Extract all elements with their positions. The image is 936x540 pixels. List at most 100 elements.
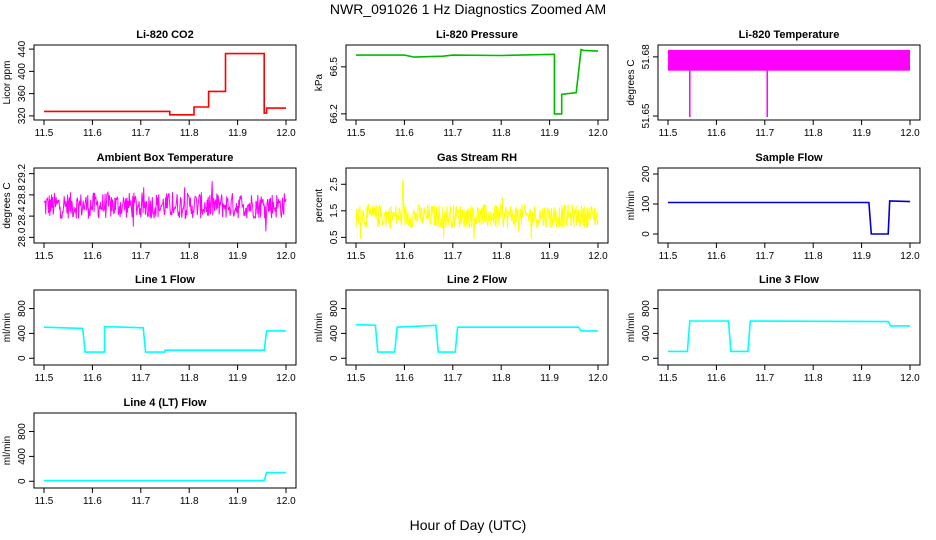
x-axis-label: Hour of Day (UTC) (409, 517, 527, 533)
plot-frame (345, 44, 609, 121)
plot-frame (657, 167, 921, 244)
y-tick-label: 2.5 (329, 177, 340, 191)
x-tick-label: 12.0 (900, 128, 920, 139)
x-tick-label: 11.9 (852, 373, 871, 384)
y-axis-label: ml/min (626, 191, 637, 220)
y-tick-label: 0 (17, 478, 28, 484)
y-axis-label: ml/min (626, 313, 637, 342)
y-tick-label: 28.0 (17, 227, 28, 247)
x-tick-label: 11.7 (131, 496, 150, 507)
x-tick-label: 11.8 (180, 128, 199, 139)
plot-frame (33, 412, 297, 489)
x-tick-label: 12.0 (900, 373, 920, 384)
series-line (355, 323, 598, 353)
y-tick-label: 0 (641, 231, 652, 237)
panel-title: Li-820 CO2 (136, 29, 193, 41)
plot-frame (33, 44, 297, 121)
y-tick-label: 29.2 (17, 163, 28, 183)
x-tick-label: 11.6 (83, 496, 102, 507)
series-line (44, 52, 286, 116)
x-tick-label: 12.0 (276, 496, 296, 507)
y-tick-label: 400 (17, 63, 28, 80)
y-tick-label: 800 (641, 300, 652, 317)
y-tick-label: 440 (17, 40, 28, 57)
x-tick-label: 11.8 (492, 251, 511, 262)
y-tick-label: 1.5 (329, 203, 340, 217)
x-tick-label: 11.6 (83, 251, 102, 262)
x-tick-label: 11.5 (35, 128, 54, 139)
panel-title: Sample Flow (755, 152, 823, 164)
y-tick-label: 28.4 (17, 206, 28, 226)
plot-frame (345, 167, 609, 244)
x-tick-label: 12.0 (900, 251, 920, 262)
x-tick-label: 11.5 (35, 251, 54, 262)
x-tick-label: 11.7 (131, 128, 150, 139)
x-tick-label: 11.8 (492, 128, 511, 139)
x-tick-label: 11.7 (131, 251, 150, 262)
x-tick-label: 11.6 (395, 128, 414, 139)
y-tick-label: 360 (17, 85, 28, 102)
y-axis-label: kPa (314, 73, 325, 91)
y-tick-label: 800 (17, 423, 28, 440)
y-tick-label: 800 (329, 300, 340, 317)
x-tick-label: 11.8 (180, 251, 199, 262)
x-tick-label: 11.7 (755, 128, 774, 139)
panel-title: Line 3 Flow (759, 274, 819, 286)
x-tick-label: 11.9 (540, 251, 559, 262)
y-tick-label: 400 (641, 325, 652, 342)
x-tick-label: 11.9 (228, 251, 247, 262)
x-tick-label: 11.5 (347, 251, 366, 262)
x-tick-label: 11.6 (83, 373, 102, 384)
x-tick-label: 11.9 (852, 251, 871, 262)
plot-frame (657, 44, 921, 121)
plot-frame (657, 289, 921, 366)
y-axis-label: ml/min (2, 313, 13, 342)
y-axis-label: percent (314, 189, 325, 223)
y-tick-label: 400 (17, 448, 28, 465)
plot-frame (345, 289, 609, 366)
x-tick-label: 12.0 (276, 128, 296, 139)
y-tick-label: 51.68 (641, 44, 652, 69)
figure-title: NWR_091026 1 Hz Diagnostics Zoomed AM (329, 1, 607, 17)
y-tick-label: 400 (17, 325, 28, 342)
y-tick-label: 400 (329, 325, 340, 342)
series-line (43, 325, 286, 353)
x-tick-label: 11.7 (131, 373, 150, 384)
series-line (356, 48, 599, 115)
x-tick-label: 11.6 (707, 251, 726, 262)
x-tick-label: 11.6 (395, 251, 414, 262)
x-tick-label: 11.9 (540, 128, 559, 139)
y-tick-label: 0 (641, 355, 652, 361)
y-axis-label: Licor ppm (2, 61, 13, 105)
data-band (668, 49, 910, 71)
panel-title: Line 4 (LT) Flow (124, 397, 207, 409)
y-tick-label: 0 (329, 355, 340, 361)
x-tick-label: 12.0 (588, 251, 608, 262)
y-axis-label: degrees C (626, 59, 637, 105)
x-tick-label: 11.8 (180, 373, 199, 384)
x-tick-label: 11.9 (228, 373, 247, 384)
panel-title: Li-820 Temperature (739, 29, 840, 41)
x-tick-label: 11.8 (804, 373, 823, 384)
y-tick-label: 320 (17, 107, 28, 124)
x-tick-label: 11.9 (228, 128, 247, 139)
y-tick-label: 0 (17, 355, 28, 361)
y-axis-label: ml/min (2, 436, 13, 465)
x-tick-label: 11.8 (492, 373, 511, 384)
y-axis-label: ml/min (314, 313, 325, 342)
x-tick-label: 11.6 (83, 128, 102, 139)
x-tick-label: 12.0 (588, 373, 608, 384)
panel-title: Ambient Box Temperature (97, 152, 234, 164)
y-tick-label: 28.8 (17, 185, 28, 205)
x-tick-label: 11.7 (755, 373, 774, 384)
x-tick-label: 11.5 (659, 128, 678, 139)
x-tick-label: 12.0 (588, 128, 608, 139)
x-tick-label: 11.5 (347, 373, 366, 384)
x-tick-label: 11.9 (540, 373, 559, 384)
x-tick-label: 11.6 (707, 128, 726, 139)
series-line (668, 200, 911, 235)
x-tick-label: 11.5 (347, 128, 366, 139)
x-tick-label: 11.6 (395, 373, 414, 384)
series-line (44, 471, 286, 482)
